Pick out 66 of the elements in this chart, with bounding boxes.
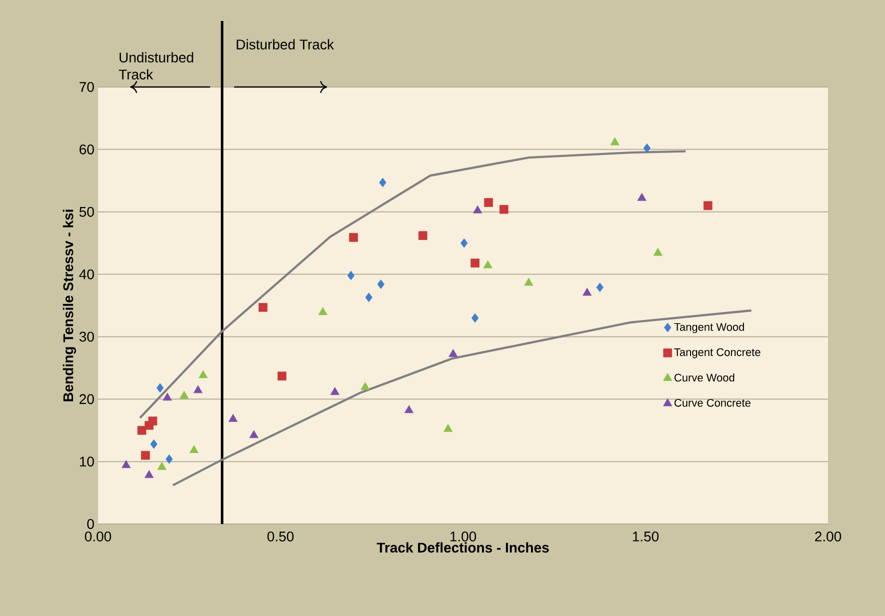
y-tick-label: 40 (79, 269, 94, 280)
point (141, 450, 150, 460)
point (379, 178, 386, 188)
point (122, 460, 131, 468)
point (258, 302, 268, 312)
point (193, 385, 203, 394)
legend-label: Curve Concrete (674, 398, 750, 407)
y-axis-title: Bending Tensile Stressv - ksi (62, 210, 76, 402)
text: Disturbed Track (236, 39, 334, 50)
y-tick-label: 50 (79, 206, 94, 217)
legend-label: Tangent Wood (674, 322, 744, 334)
y-tick-label: 20 (80, 394, 94, 404)
point (582, 288, 592, 296)
point (278, 372, 286, 380)
point (596, 282, 604, 292)
point (166, 454, 173, 464)
point (610, 137, 620, 146)
point (473, 205, 482, 214)
text: Undisturbed Track (118, 52, 194, 80)
point (377, 280, 384, 289)
point (470, 258, 480, 268)
point (249, 430, 258, 438)
point (148, 416, 158, 426)
y-tick-label: 60 (80, 144, 94, 154)
point (460, 238, 468, 248)
point (471, 313, 479, 323)
point (137, 426, 146, 435)
point (484, 198, 493, 207)
y-tick-label: 30 (79, 332, 94, 342)
x-tick-label: 0.50 (267, 532, 294, 542)
point (365, 292, 372, 302)
point (704, 201, 712, 210)
point (448, 348, 458, 357)
point (653, 248, 662, 256)
point (643, 143, 651, 153)
y-tick-label: 10 (80, 456, 94, 467)
point (150, 439, 158, 449)
point (637, 192, 646, 201)
x-tick-label: 1.50 (632, 532, 659, 542)
point (347, 270, 355, 280)
legend-label: Tangent Concrete (674, 348, 760, 358)
point (144, 470, 154, 478)
point (483, 260, 492, 268)
point (228, 414, 238, 422)
point (418, 231, 428, 240)
point (198, 370, 208, 378)
point (349, 233, 358, 242)
x-tick-label: 0.00 (84, 532, 112, 542)
point (524, 278, 534, 286)
point (360, 382, 370, 390)
point (180, 390, 189, 399)
legend-label: Curve Wood (674, 373, 734, 382)
x-tick-label: 2.00 (815, 532, 842, 542)
point (156, 383, 164, 393)
point (189, 445, 199, 454)
point (330, 387, 340, 395)
point (162, 392, 172, 401)
x-axis-title: Track Deflections - Inches (376, 542, 549, 553)
point (499, 204, 508, 214)
y-tick-label: 70 (80, 82, 94, 92)
y-tick-label: 0 (87, 519, 94, 529)
x-tick-label: 1.00 (450, 532, 476, 542)
point (157, 462, 166, 470)
point (318, 307, 328, 316)
point (404, 405, 414, 414)
point (444, 424, 453, 432)
